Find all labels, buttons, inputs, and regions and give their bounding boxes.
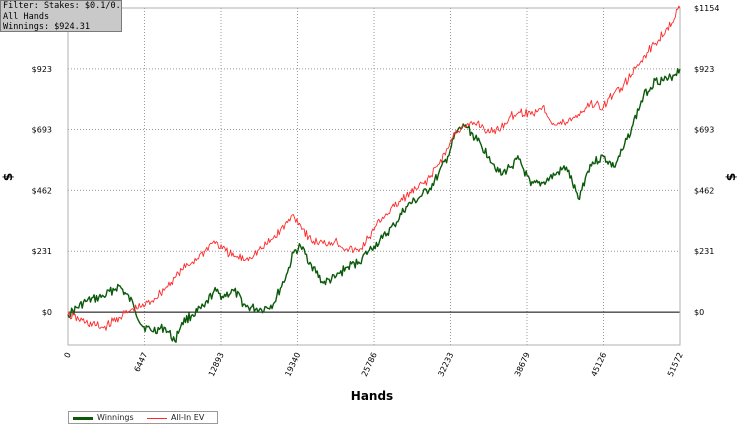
x-tick-label: 0 xyxy=(63,351,73,359)
hands-line: All Hands xyxy=(3,11,50,22)
winnings-total-line: Winnings: $924.31 xyxy=(3,22,90,32)
x-tick-label: 25786 xyxy=(360,351,379,378)
y-tick-label-right: $462 xyxy=(694,186,714,195)
y-tick-label-left: $923 xyxy=(32,65,52,74)
x-tick-label: 32233 xyxy=(436,351,455,378)
plot-area xyxy=(67,7,681,346)
y-tick-label-left: $0 xyxy=(42,308,52,317)
y-axis-label-right: $ xyxy=(724,173,738,181)
y-tick-label-left: $693 xyxy=(32,125,52,134)
series-line-winnings xyxy=(67,68,681,343)
x-tick-label: 6447 xyxy=(133,351,150,373)
filter-line: Filter: Stakes: $0.1/0.25 PL xyxy=(3,1,121,11)
x-tick-label: 19340 xyxy=(283,351,302,378)
series-layer xyxy=(67,5,681,343)
chart-legend: Winnings All-In EV xyxy=(68,411,218,424)
legend-swatch-winnings xyxy=(73,417,93,420)
tick-labels: 0 6447 12893 19340 25786 32233 38679 45126 51572… xyxy=(32,4,720,378)
y-axis-label-left: $ xyxy=(1,173,15,181)
legend-label-allin-ev: All-In EV xyxy=(171,413,205,422)
legend-label-winnings: Winnings xyxy=(97,413,134,422)
x-tick-label: 38679 xyxy=(513,351,532,378)
legend-swatch-allin-ev xyxy=(147,418,167,419)
series-line-all-in-ev xyxy=(67,5,681,331)
x-tick-label: 51572 xyxy=(666,351,685,378)
y-tick-label-left: $462 xyxy=(32,186,52,195)
y-tick-label-right: $0 xyxy=(694,308,704,317)
x-tick-label: 12893 xyxy=(207,351,226,378)
chart-grid xyxy=(68,8,680,345)
x-axis-label: Hands xyxy=(351,389,393,403)
y-tick-label-right: $1154 xyxy=(694,4,719,13)
filter-info-box: Filter: Stakes: $0.1/0.25 PL All Hands W… xyxy=(0,0,122,32)
y-tick-label-right: $231 xyxy=(694,247,714,256)
y-tick-label-right: $693 xyxy=(694,125,714,134)
x-tick-label: 45126 xyxy=(589,351,608,378)
y-tick-label-right: $923 xyxy=(694,65,714,74)
y-tick-label-left: $231 xyxy=(32,247,52,256)
